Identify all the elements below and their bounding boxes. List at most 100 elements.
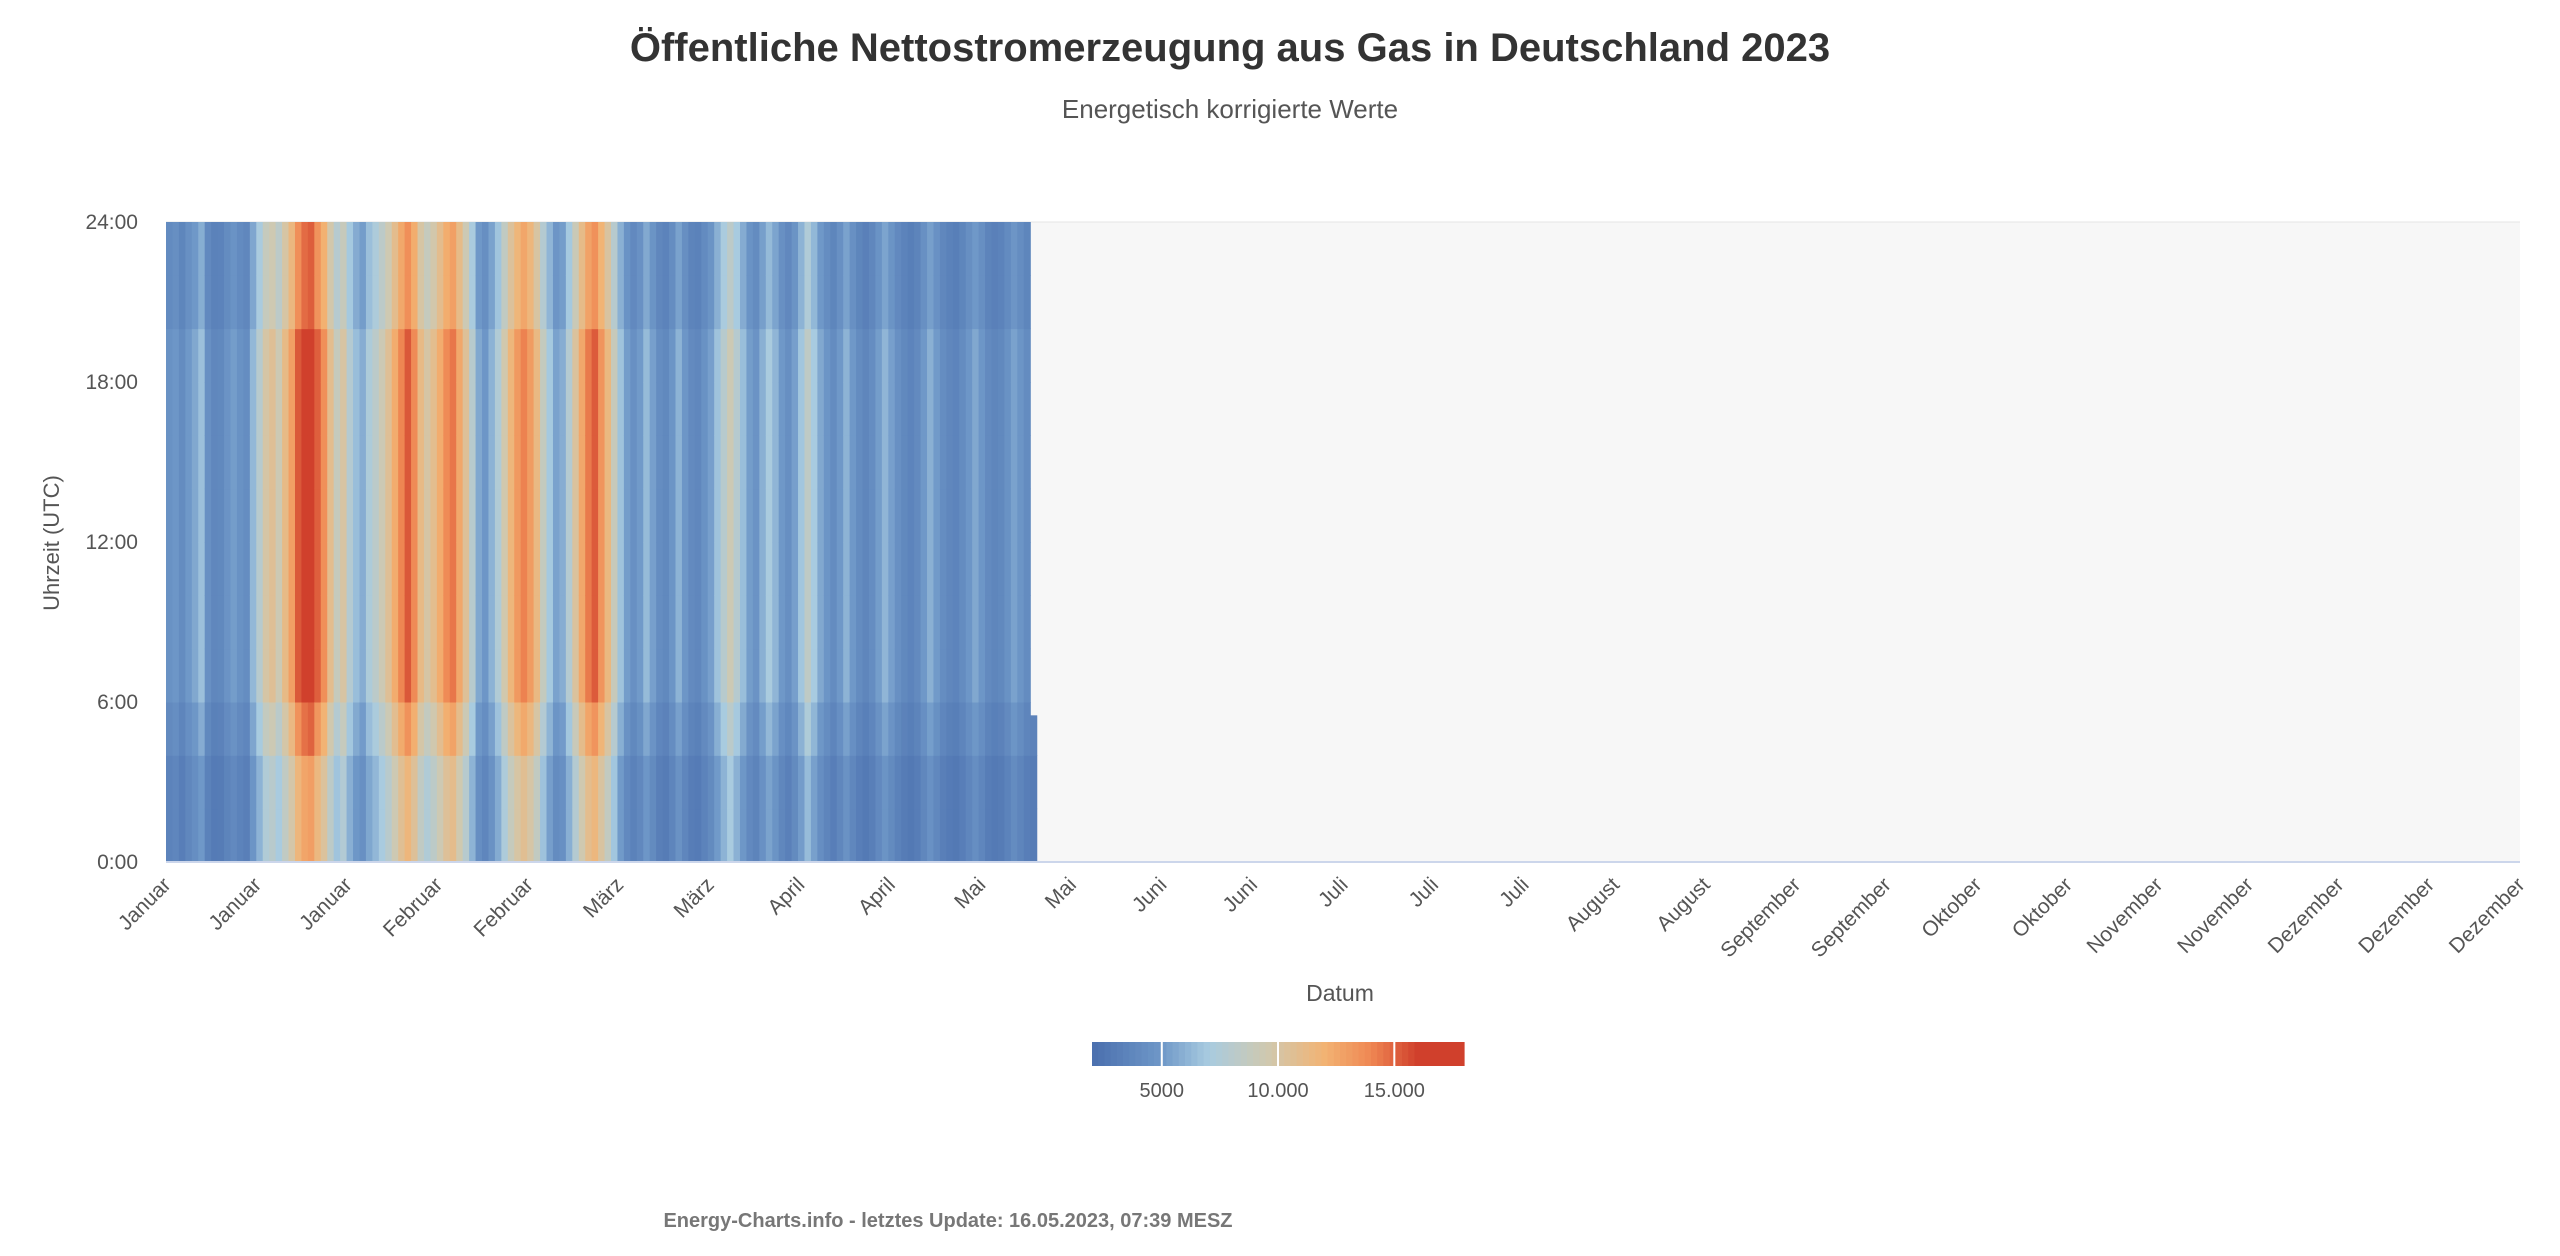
- heatmap-cell: [198, 542, 206, 596]
- legend-swatch: [1172, 1042, 1180, 1066]
- heatmap-cell: [488, 275, 496, 330]
- heatmap-cell: [817, 702, 825, 756]
- heatmap-cell: [669, 648, 677, 703]
- heatmap-cell: [423, 275, 432, 330]
- heatmap-cell: [952, 702, 960, 756]
- heatmap-cell: [901, 648, 909, 703]
- heatmap-cell: [469, 222, 477, 276]
- heatmap-cell: [914, 488, 922, 543]
- heatmap-cell: [643, 808, 651, 863]
- x-tick-label: September: [1807, 873, 1896, 962]
- heatmap-cell: [436, 595, 444, 650]
- heatmap-cell: [501, 755, 509, 810]
- heatmap-cell: [701, 648, 709, 703]
- heatmap-cell: [598, 488, 606, 543]
- heatmap-cell: [417, 222, 425, 276]
- heatmap-cell: [430, 382, 438, 436]
- heatmap-cell: [868, 328, 877, 383]
- heatmap-cell: [759, 755, 767, 810]
- heatmap-cell: [598, 702, 606, 756]
- heatmap-cell: [888, 488, 896, 543]
- legend-swatch: [1408, 1042, 1415, 1066]
- heatmap-cell: [894, 648, 902, 703]
- heatmap-cell: [443, 542, 451, 596]
- heatmap-cell: [533, 595, 541, 650]
- heatmap-cell: [901, 755, 909, 810]
- heatmap-cell: [385, 328, 393, 383]
- heatmap-cell: [346, 328, 354, 383]
- heatmap-cell: [804, 488, 812, 543]
- heatmap-cell: [978, 595, 986, 650]
- heatmap-cell: [546, 488, 554, 543]
- heatmap-cell: [359, 648, 367, 703]
- heatmap-cell: [365, 595, 373, 650]
- heatmap-cell: [269, 328, 277, 383]
- x-tick-label: August: [1562, 873, 1625, 936]
- heatmap-cell: [546, 808, 554, 863]
- heatmap-cell: [230, 702, 238, 756]
- heatmap-cell: [423, 702, 432, 756]
- heatmap-cell: [282, 275, 290, 330]
- heatmap-cell: [727, 595, 735, 650]
- heatmap-cell: [430, 222, 438, 276]
- heatmap-cell: [540, 808, 548, 863]
- heatmap-cell: [578, 435, 586, 490]
- heatmap-cell: [514, 648, 522, 703]
- heatmap-cell: [411, 595, 419, 650]
- heatmap-cell: [333, 755, 341, 810]
- heatmap-cell: [694, 595, 702, 650]
- heatmap-cell: [178, 382, 186, 436]
- heatmap-cell: [707, 542, 715, 596]
- heatmap-cell: [527, 808, 535, 863]
- heatmap-cell: [881, 648, 889, 703]
- heatmap-cell: [985, 275, 993, 330]
- heatmap-cell: [559, 275, 567, 330]
- heatmap-cell: [933, 435, 941, 490]
- heatmap-cell: [527, 488, 535, 543]
- heatmap-cell: [927, 382, 935, 436]
- heatmap-cell: [365, 542, 373, 596]
- heatmap-cell: [675, 595, 683, 650]
- heatmap-cell: [585, 702, 593, 756]
- heatmap-cell: [340, 488, 348, 543]
- heatmap-cell: [1017, 435, 1025, 490]
- heatmap-cell: [810, 328, 818, 383]
- x-tick-label: März: [669, 873, 718, 922]
- heatmap-cell: [307, 648, 315, 703]
- heatmap-cell: [417, 808, 425, 863]
- heatmap-cell: [707, 222, 715, 276]
- heatmap-cell: [527, 382, 535, 436]
- heatmap-cell: [694, 648, 702, 703]
- heatmap-cell: [359, 808, 367, 863]
- heatmap-cell: [172, 542, 180, 596]
- heatmap-cell: [391, 542, 399, 596]
- heatmap-cell: [681, 542, 689, 596]
- heatmap-cell: [823, 808, 831, 863]
- heatmap-cell: [772, 435, 780, 490]
- heatmap-cell: [701, 382, 709, 436]
- heatmap-cell: [166, 435, 174, 490]
- heatmap-cell: [914, 382, 922, 436]
- heatmap-cell: [507, 702, 515, 756]
- heatmap-cell: [211, 542, 219, 596]
- heatmap-cell: [772, 648, 780, 703]
- heatmap-cell: [294, 328, 303, 383]
- heatmap-cell: [688, 648, 696, 703]
- heatmap-cell: [817, 488, 825, 543]
- heatmap-cell: [623, 275, 631, 330]
- heatmap-cell: [720, 382, 728, 436]
- heatmap-cell: [217, 648, 225, 703]
- heatmap-cell: [520, 702, 528, 756]
- heatmap-cell: [333, 328, 341, 383]
- heatmap-cell: [720, 488, 728, 543]
- heatmap-cell: [488, 328, 496, 383]
- heatmap-cell: [1017, 222, 1025, 276]
- heatmap-cell: [759, 595, 767, 650]
- heatmap-cell: [985, 755, 993, 810]
- legend-swatch: [1278, 1042, 1285, 1066]
- heatmap-cell: [965, 488, 973, 543]
- heatmap-cell: [681, 702, 689, 756]
- heatmap-cell: [881, 542, 889, 596]
- heatmap-cell: [378, 435, 386, 490]
- heatmap-cell: [482, 488, 490, 543]
